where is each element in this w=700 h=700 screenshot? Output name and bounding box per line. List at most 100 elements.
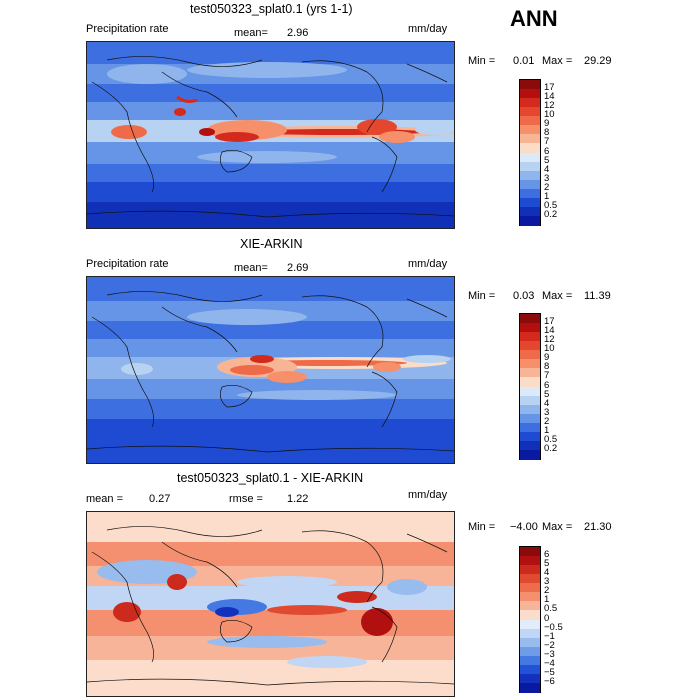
max-value: 21.30 — [584, 521, 612, 533]
colorbar-segment — [520, 368, 540, 378]
colorbar-segment — [520, 197, 540, 208]
colorbar-segment — [520, 107, 540, 117]
min-label: Min = — [468, 55, 496, 67]
colorbar-tick-label: 0.5 — [544, 603, 558, 615]
map-band — [87, 202, 454, 228]
map-band — [87, 660, 454, 696]
coastline — [87, 678, 454, 686]
max-value: 11.39 — [584, 290, 611, 302]
coastline — [161, 541, 238, 588]
colorbar-segment — [520, 601, 540, 611]
colorbar-tick-label: 10 — [544, 343, 555, 355]
mean-value: 2.96 — [287, 27, 309, 39]
colorbar-segment — [520, 413, 540, 424]
map-blob — [113, 602, 141, 622]
coastline — [406, 63, 448, 83]
colorbar-tick-label: 1 — [544, 594, 550, 606]
map-blob — [415, 125, 454, 135]
colorbar-segment — [520, 682, 540, 693]
map-blob — [361, 608, 393, 636]
colorbar — [519, 546, 541, 693]
colorbar-tick-label: 0 — [544, 612, 550, 624]
colorbar — [519, 79, 541, 226]
max-value: 29.29 — [584, 55, 612, 67]
map-blob — [379, 131, 415, 143]
colorbar-tick-label: 17 — [544, 82, 555, 94]
coastline — [106, 291, 263, 302]
map-blob — [403, 355, 451, 363]
map-feature — [176, 95, 198, 103]
map-blob — [167, 574, 187, 590]
units-label: mm/day — [408, 489, 448, 501]
colorbar-tick-label: 8 — [544, 127, 550, 139]
map-band — [87, 102, 454, 120]
coastline — [106, 56, 263, 67]
map-blob — [230, 365, 274, 375]
coastline — [161, 71, 238, 118]
colorbar-tick-label: 8 — [544, 361, 550, 373]
map-band — [87, 419, 454, 463]
colorbar-segment — [520, 134, 540, 144]
map-band — [87, 277, 454, 301]
colorbar-segment — [520, 449, 540, 460]
map-blob — [387, 579, 427, 595]
colorbar-segment — [520, 143, 540, 153]
coastline — [406, 533, 448, 553]
colorbar-tick-label: 14 — [544, 91, 555, 103]
map-band — [87, 182, 454, 202]
colorbar-tick-label: 6 — [544, 145, 550, 157]
precip-map — [86, 276, 455, 464]
colorbar-tick-label: 3 — [544, 406, 550, 418]
coastline — [371, 136, 398, 193]
coastline — [91, 81, 154, 193]
map-band — [87, 339, 454, 357]
coastline — [406, 298, 448, 318]
mean-value: 2.69 — [287, 262, 309, 274]
coastline — [371, 371, 398, 428]
colorbar-tick-label: 7 — [544, 136, 550, 148]
map-blob — [107, 64, 187, 84]
units-label: mm/day — [408, 258, 448, 270]
colorbar-tick-label: 0.5 — [544, 433, 558, 445]
colorbar-tick-label: 2 — [544, 415, 550, 427]
colorbar-tick-label: 5 — [544, 558, 550, 570]
colorbar-segment — [520, 377, 540, 387]
map-band — [87, 512, 454, 542]
colorbar-tick-label: −3 — [544, 648, 555, 660]
colorbar-segment — [520, 583, 540, 593]
colorbar-segment — [520, 116, 540, 126]
colorbar-tick-label: 6 — [544, 549, 550, 561]
colorbar-tick-label: −4 — [544, 657, 555, 669]
colorbar-tick-label: 1 — [544, 190, 550, 202]
colorbar-segment — [520, 619, 540, 630]
map-canvas — [87, 277, 454, 463]
colorbar-tick-label: 2 — [544, 181, 550, 193]
variable-label: Precipitation rate — [86, 258, 169, 270]
colorbar-segment — [520, 610, 540, 620]
colorbar-segment — [520, 332, 540, 342]
colorbar-tick-label: −2 — [544, 639, 555, 651]
map-blob — [287, 656, 367, 668]
colorbar-tick-label: 9 — [544, 118, 550, 130]
max-label: Max = — [542, 290, 573, 302]
min-value: −4.00 — [510, 521, 538, 533]
colorbar-segment — [520, 89, 540, 99]
coastline — [91, 316, 154, 428]
colorbar-segment — [520, 170, 540, 181]
colorbar-segment — [520, 440, 540, 451]
colorbar-segment — [520, 152, 540, 163]
colorbar-segment — [520, 673, 540, 684]
max-label: Max = — [542, 521, 573, 533]
difference-map — [86, 511, 455, 697]
map-blob — [187, 62, 347, 78]
map-blob — [121, 363, 153, 375]
colorbar-segment — [520, 547, 540, 557]
colorbar-segment — [520, 422, 540, 433]
min-value: 0.01 — [513, 55, 535, 67]
colorbar-segment — [520, 188, 540, 199]
colorbar — [519, 313, 541, 460]
rmse-value: 1.22 — [287, 493, 309, 505]
coastline — [301, 295, 384, 368]
mean-label: mean= — [234, 262, 268, 274]
colorbar-tick-label: −6 — [544, 675, 555, 687]
